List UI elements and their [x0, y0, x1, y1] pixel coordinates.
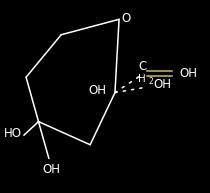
Text: OH: OH — [153, 78, 171, 91]
Text: O: O — [121, 12, 130, 25]
Text: OH: OH — [89, 84, 107, 97]
Text: H: H — [138, 74, 146, 84]
Text: HO: HO — [4, 127, 22, 140]
Text: C: C — [139, 60, 147, 73]
Text: OH: OH — [42, 163, 60, 176]
Text: OH: OH — [179, 67, 197, 80]
Text: 2: 2 — [148, 77, 153, 86]
